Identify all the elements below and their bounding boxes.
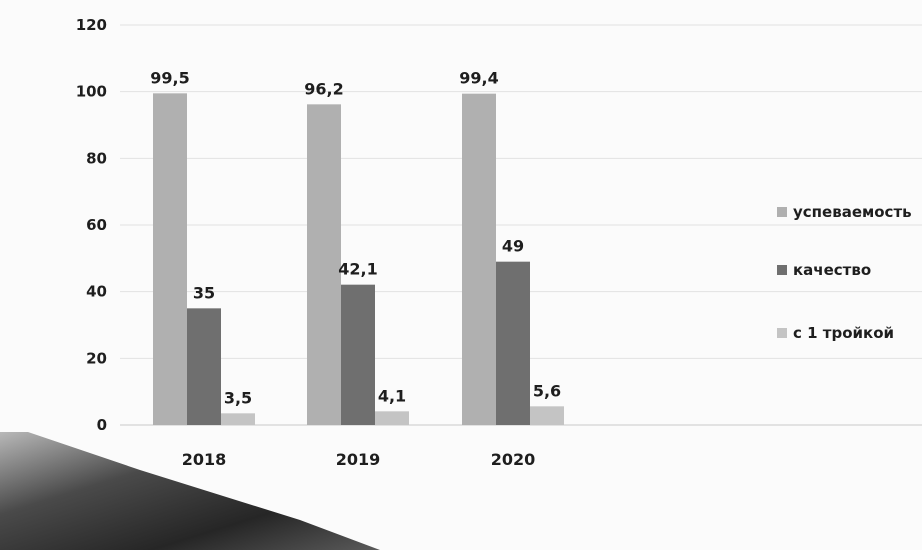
bar-2020-series-3: [530, 406, 564, 425]
y-tick-label-40: 40: [86, 283, 107, 301]
bars: [153, 93, 564, 426]
data-label-2018-series-2: 35: [193, 283, 215, 302]
x-axis: 2018 2019 2020: [182, 450, 536, 469]
bar-2019-series-1: [307, 104, 341, 425]
x-tick-label-2018: 2018: [182, 450, 227, 469]
bar-2020-series-2: [496, 261, 530, 425]
legend-label-2: качество: [793, 261, 871, 279]
scan-shadow-corner: [0, 432, 380, 550]
bar-2018-series-1: [153, 93, 187, 425]
y-tick-label-80: 80: [86, 149, 107, 167]
y-tick-label-120: 120: [76, 16, 107, 34]
data-label-2019-series-1: 96,2: [304, 79, 343, 98]
data-label-2018-series-3: 3,5: [224, 388, 252, 407]
data-label-2019-series-2: 42,1: [338, 260, 377, 279]
x-tick-label-2019: 2019: [336, 450, 381, 469]
bar-2020-series-1: [462, 93, 496, 426]
y-tick-label-60: 60: [86, 216, 107, 234]
data-label-2018-series-1: 99,5: [150, 68, 189, 87]
legend-label-3: с 1 тройкой: [793, 324, 894, 342]
legend-swatch-1: [777, 207, 787, 217]
y-tick-label-0: 0: [97, 416, 107, 434]
bar-2019-series-2: [341, 284, 375, 425]
y-tick-label-100: 100: [76, 83, 107, 101]
data-label-2019-series-3: 4,1: [378, 386, 406, 405]
bar-2018-series-2: [187, 308, 221, 425]
y-tick-label-20: 20: [86, 349, 107, 367]
y-axis: 0 20 40 60 80 100 120: [76, 16, 107, 434]
legend-swatch-3: [777, 328, 787, 338]
legend: успеваемость качество с 1 тройкой: [777, 203, 912, 342]
legend-swatch-2: [777, 265, 787, 275]
data-label-2020-series-3: 5,6: [533, 381, 561, 400]
bar-2018-series-3: [221, 413, 255, 425]
x-tick-label-2020: 2020: [491, 450, 536, 469]
data-label-2020-series-1: 99,4: [459, 69, 498, 88]
data-labels: 99,5 35 3,5 96,2 42,1 4,1 99,4 49 5,6: [150, 68, 561, 407]
data-label-2020-series-2: 49: [502, 237, 524, 256]
legend-label-1: успеваемость: [793, 203, 912, 221]
bar-2019-series-3: [375, 411, 409, 425]
